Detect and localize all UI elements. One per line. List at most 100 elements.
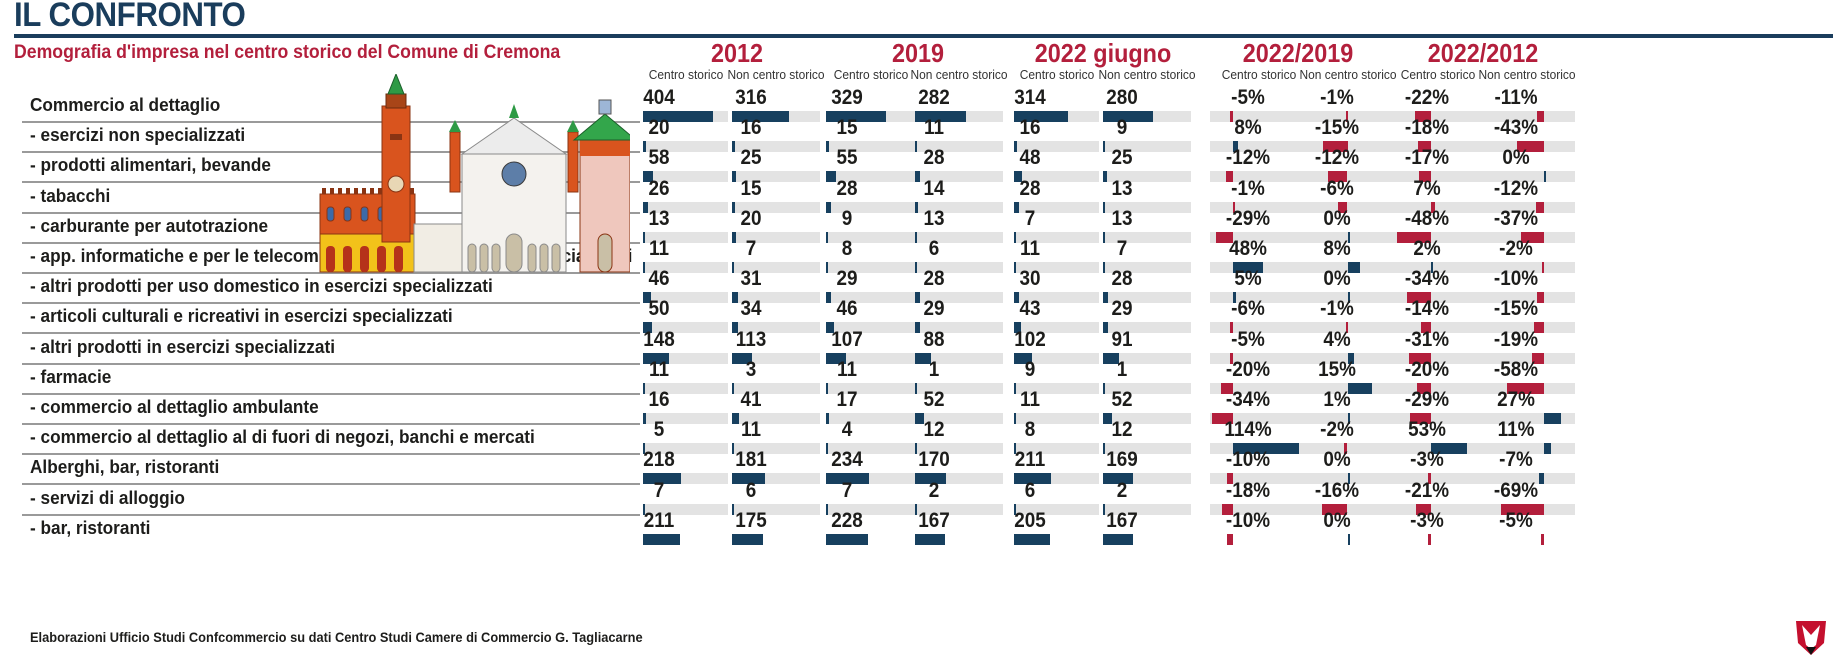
column-header: Centro storico [833, 67, 909, 82]
bar-track [915, 443, 1003, 455]
cell-value: 31 [740, 267, 762, 291]
cell-value: 2 [1116, 478, 1128, 502]
bar-track [1014, 473, 1099, 485]
bar-track [1389, 473, 1486, 485]
cell-value: 148 [643, 327, 675, 351]
cell-value: 1% [1323, 388, 1351, 411]
bar-track [1014, 231, 1099, 243]
column-header: Centro storico [1019, 67, 1094, 82]
bar-negative [1520, 231, 1544, 243]
cell-value: -2% [1320, 418, 1354, 442]
cell-value: -3% [1410, 508, 1444, 532]
bar-positive [643, 352, 669, 364]
bar-track [1014, 503, 1099, 515]
bar-track [1389, 503, 1486, 515]
bar-positive [826, 322, 835, 334]
cell-value: 228 [831, 508, 863, 532]
cell-value: -37% [1493, 206, 1539, 230]
cell-value: 7 [745, 237, 757, 260]
subtitle: Demografia d'impresa nel centro storico … [14, 42, 561, 63]
cell-value: 11 [924, 116, 944, 140]
bar-positive [826, 111, 887, 122]
bar-positive [1103, 171, 1108, 183]
bar-positive [732, 473, 765, 485]
cell-value: 2 [928, 478, 940, 502]
cell-value: -6% [1320, 176, 1354, 200]
cell-value: 114% [1224, 418, 1272, 442]
bar-track [643, 201, 728, 213]
cell-value: 8% [1323, 237, 1351, 260]
bar-negative [1227, 533, 1234, 545]
bar-track [915, 262, 1003, 273]
bar-track [1103, 413, 1191, 424]
bar-track [1014, 382, 1099, 394]
bar-positive [1103, 322, 1109, 334]
bar-track [1103, 473, 1191, 485]
bar-track [1299, 201, 1396, 213]
cell-value: 0% [1323, 508, 1351, 532]
bar-negative [1540, 533, 1544, 545]
cell-value: 7 [841, 478, 853, 502]
bar-track [915, 322, 1003, 334]
cell-value: -5% [1499, 508, 1533, 532]
cell-value: -17% [1404, 146, 1450, 170]
bar-track [1014, 443, 1099, 455]
cell-value: -12% [1225, 146, 1271, 170]
cell-value: -18% [1225, 478, 1271, 502]
bar-track [915, 382, 1003, 394]
cell-value: -16% [1314, 478, 1360, 502]
cell-value: 13 [648, 206, 670, 230]
bar-track [1299, 141, 1396, 153]
row-divider [22, 181, 640, 184]
bar-track [732, 171, 820, 183]
cell-value: -1% [1320, 297, 1354, 321]
cell-value: -21% [1404, 478, 1450, 502]
bar-negative [1536, 201, 1544, 213]
cell-value: -10% [1493, 267, 1539, 291]
bar-positive [1014, 322, 1022, 334]
source-note: Elaborazioni Ufficio Studi Confcommercio… [30, 630, 643, 645]
bar-positive [1014, 292, 1020, 304]
bar-track [1478, 322, 1575, 334]
cell-value: -1% [1231, 176, 1265, 200]
bar-track [1389, 292, 1486, 304]
bar-track [1103, 322, 1191, 334]
cell-value: 7 [1024, 206, 1036, 230]
subcategory-label: - esercizi non specializzati [30, 124, 246, 146]
bar-negative [1230, 352, 1234, 364]
bar-track [732, 141, 820, 153]
bar-track [1014, 322, 1099, 334]
bar-track [1014, 141, 1099, 153]
column-header: Centro storico [1221, 67, 1296, 82]
cell-value: 48 [1019, 146, 1041, 170]
bar-positive [732, 413, 740, 424]
bar-track [1210, 352, 1307, 364]
bar-positive [732, 292, 738, 304]
bar-track [1389, 352, 1486, 364]
bar-track [643, 141, 728, 153]
cell-value: 329 [831, 86, 863, 109]
bar-track [1014, 292, 1099, 304]
cell-value: 28 [923, 267, 945, 291]
bar-track [1299, 171, 1396, 183]
bar-positive [915, 413, 925, 424]
bar-negative [1428, 533, 1431, 545]
cell-value: 34 [740, 297, 762, 321]
bar-track [732, 231, 820, 243]
publisher-logo-icon [1796, 621, 1826, 655]
cell-value: 0% [1323, 206, 1351, 230]
bar-track [643, 382, 728, 394]
bar-track [1389, 382, 1486, 394]
cell-value: 28 [923, 146, 945, 170]
cell-value: 113 [735, 327, 767, 351]
bar-positive [1103, 201, 1106, 213]
cell-value: 211 [1014, 448, 1046, 472]
bar-positive [732, 382, 734, 394]
bar-negative [1407, 292, 1431, 304]
bar-negative [1221, 382, 1234, 394]
bar-positive [643, 503, 645, 515]
bar-positive [1014, 231, 1016, 243]
column-header: Non centro storico [727, 67, 825, 82]
bar-positive [643, 231, 646, 243]
bar-track [1103, 262, 1191, 273]
